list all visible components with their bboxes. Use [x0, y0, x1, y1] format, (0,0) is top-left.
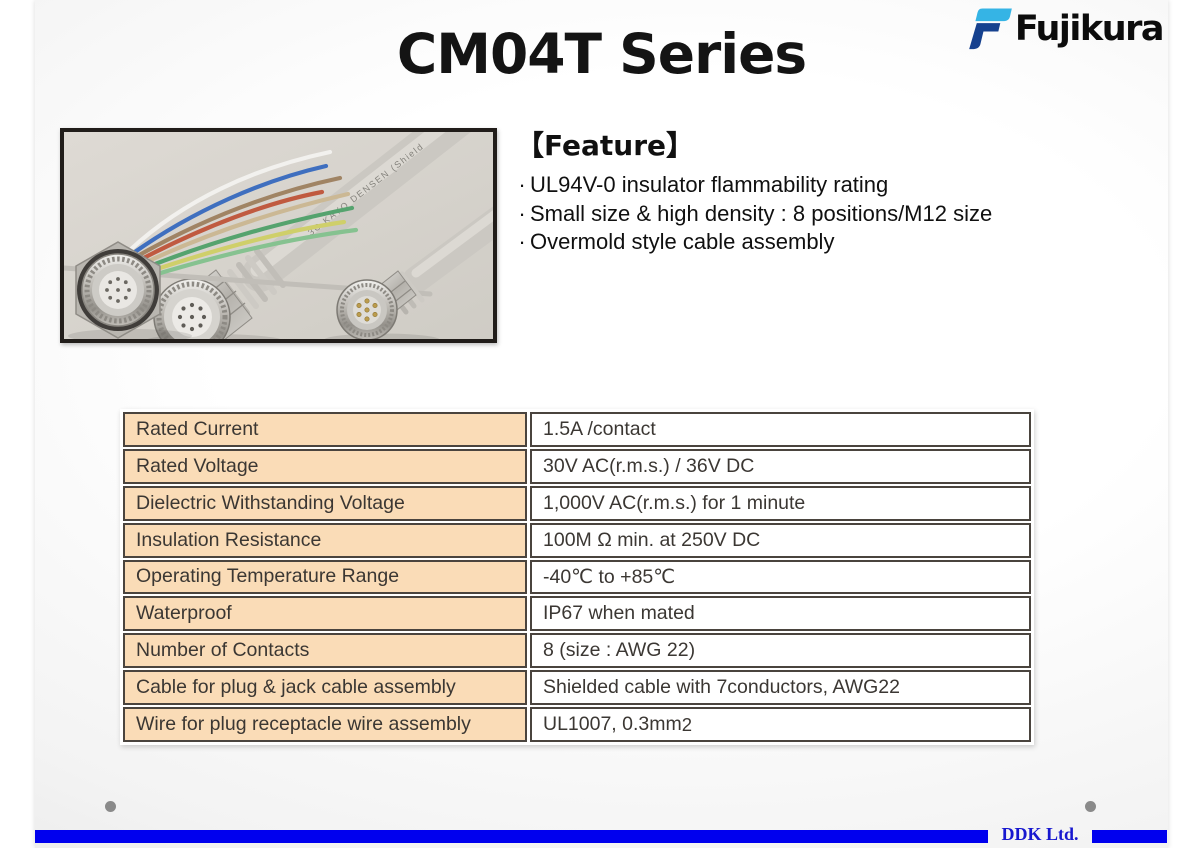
feature-item: · Overmold style cable assembly [514, 228, 1162, 257]
feature-item-text: Overmold style cable assembly [530, 229, 835, 254]
footer-dot-right [1085, 801, 1096, 812]
bullet-icon: · [518, 229, 526, 254]
feature-item-text: UL94V-0 insulator flammability rating [530, 172, 889, 197]
footer-bar-left [35, 830, 988, 843]
spec-row-label: Dielectric Withstanding Voltage [123, 485, 527, 521]
spec-table: Rated Current 1.5A /contact Rated Voltage 3… [120, 409, 1034, 745]
spec-row-value: Shielded cable with 7conductors, AWG22 [530, 670, 1031, 706]
fujikura-logo-icon [968, 8, 1012, 50]
spec-row-label: Cable for plug & jack cable assembly [123, 670, 527, 706]
feature-item-text: Small size & high density : 8 positions/… [530, 200, 993, 226]
spec-row-label: Rated Voltage [123, 448, 527, 484]
product-photo: 3C KAYO DENSEN (Shield [60, 128, 497, 343]
spec-table-body: Rated Current 1.5A /contact Rated Voltage 3… [123, 412, 1031, 742]
feature-section: 【Feature】 · UL94V-0 insulator flammabili… [514, 124, 1162, 257]
spec-row-value: 1,000V AC(r.m.s.) for 1 minute [530, 485, 1031, 521]
spec-row-label: Waterproof [123, 596, 527, 632]
spec-row-value: -40℃ to +85℃ [530, 559, 1031, 595]
spec-row-value: 8 (size : AWG 22) [530, 633, 1031, 669]
feature-heading: 【Feature】 [516, 129, 694, 162]
spec-row-value: 30V AC(r.m.s.) / 36V DC [530, 448, 1031, 484]
connectors-illustration: 3C KAYO DENSEN (Shield [64, 132, 493, 339]
footer-dot-left [105, 801, 116, 812]
spec-row-value: UL1007, 0.3mm 2 [530, 707, 1031, 742]
footer-bar-right [1092, 830, 1167, 843]
page-title: CM04T Series [396, 22, 807, 86]
fujikura-logo: Fujikura [967, 6, 1165, 52]
panel-receptacle [68, 241, 192, 339]
spec-row-label: Insulation Resistance [123, 522, 527, 558]
feature-list: · UL94V-0 insulator flammability rating … [514, 171, 1162, 257]
spec-row-label: Rated Current [123, 412, 527, 447]
bullet-icon: · [518, 172, 526, 197]
footer-company-label: DDK Ltd. [1001, 824, 1079, 844]
spec-row-label: Number of Contacts [123, 633, 527, 669]
bullet-icon: · [518, 200, 526, 226]
spec-row-label: Wire for plug receptacle wire assembly [123, 707, 527, 742]
spec-row-value: 100M Ω min. at 250V DC [530, 522, 1031, 558]
spec-row-value: IP67 when mated [530, 596, 1031, 632]
fujikura-logo-wordmark: Fujikura [1014, 9, 1165, 49]
receptacle-wires [127, 149, 359, 281]
spec-row-value: 1.5A /contact [530, 412, 1031, 447]
feature-item: · UL94V-0 insulator flammability rating [514, 171, 1162, 200]
spec-row-label: Operating Temperature Range [123, 559, 527, 595]
feature-item: · Small size & high density : 8 position… [514, 200, 1162, 229]
slide-canvas: CM04T Series Fujikura [35, 0, 1168, 848]
male-cable-connector [324, 270, 440, 339]
